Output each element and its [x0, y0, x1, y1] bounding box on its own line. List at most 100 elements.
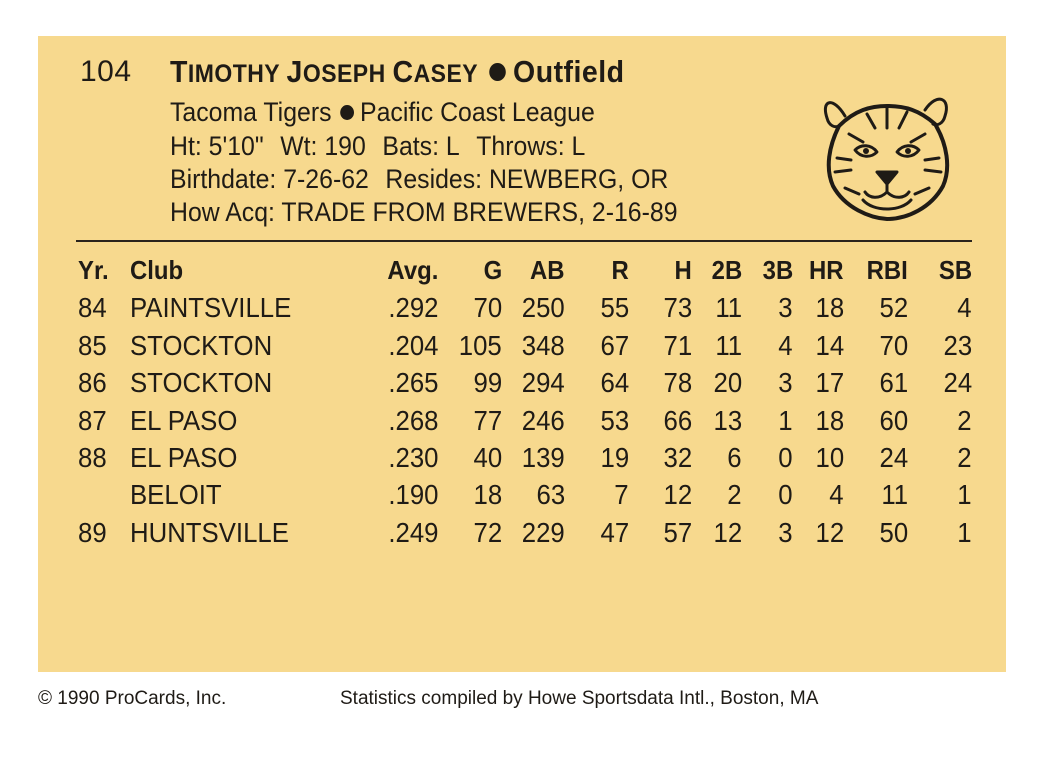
cell-hr: 18: [815, 292, 844, 324]
cell-avg: .204: [387, 329, 438, 361]
cell-ab: 294: [522, 367, 565, 399]
copyright: © 1990 ProCards, Inc.: [38, 688, 227, 709]
cell-sb: 1: [957, 479, 972, 511]
cell-club: STOCKTON: [130, 329, 273, 361]
cell-r: 7: [614, 479, 629, 511]
cell-yr: 87: [78, 404, 107, 436]
cell-sb: 4: [957, 292, 972, 324]
cell-hr: 4: [829, 479, 844, 511]
bats: Bats: L: [382, 131, 460, 161]
cell-r: 53: [600, 404, 629, 436]
cell-avg: .230: [387, 441, 438, 473]
cell-sb: 2: [957, 404, 972, 436]
cell-3b: 3: [778, 292, 793, 324]
header-h: H: [674, 255, 692, 285]
cell-2b: 11: [715, 329, 742, 361]
cell-avg: .292: [387, 292, 438, 324]
cell-sb: 24: [943, 367, 972, 399]
header-hr: HR: [809, 255, 844, 285]
cell-club: EL PASO: [130, 404, 238, 436]
cell-g: 72: [473, 516, 502, 548]
cell-club: BELOIT: [130, 479, 222, 511]
cell-3b: 4: [778, 329, 793, 361]
cell-3b: 0: [778, 441, 793, 473]
cell-h: 66: [663, 404, 692, 436]
bullet-icon: [489, 63, 506, 82]
team-line: Tacoma Tigers Pacific Coast League: [170, 97, 595, 128]
physical-line: Ht: 5'10" Wt: 190 Bats: L Throws: L: [170, 131, 585, 162]
stats-row: 85 STOCKTON .204 105 348 67 71 11 4 14 70 23: [76, 330, 976, 367]
cell-avg: .249: [387, 516, 438, 548]
stats-row: BELOIT .190 18 63 7 12 2 0 4 11 1: [76, 479, 976, 516]
throws: Throws: L: [476, 131, 586, 161]
cell-yr: 85: [78, 329, 107, 361]
cell-g: 18: [473, 479, 502, 511]
cell-avg: .265: [387, 367, 438, 399]
player-position: Outfield: [513, 54, 625, 89]
cell-2b: 13: [713, 404, 742, 436]
cell-2b: 6: [727, 441, 742, 473]
header-rbi: RBI: [866, 255, 908, 285]
cell-g: 77: [473, 404, 502, 436]
cell-club: PAINTSVILLE: [130, 292, 292, 324]
cell-g: 70: [473, 292, 502, 324]
tiger-head-icon: [824, 97, 950, 221]
cell-r: 47: [600, 516, 629, 548]
birthdate: Birthdate: 7-26-62: [170, 164, 369, 194]
cell-yr: 88: [78, 441, 107, 473]
cell-2b: 11: [715, 292, 742, 324]
cell-2b: 2: [727, 479, 742, 511]
cell-rbi: 11: [881, 479, 908, 511]
stats-row: 88 EL PASO .230 40 139 19 32 6 0 10 24 2: [76, 442, 976, 479]
cell-rbi: 24: [879, 441, 908, 473]
cell-3b: 0: [778, 479, 793, 511]
header-ab: AB: [530, 255, 565, 285]
acquisition-line: How Acq: TRADE FROM BREWERS, 2-16-89: [170, 197, 678, 228]
cell-yr: 89: [78, 516, 107, 548]
cell-3b: 1: [778, 404, 793, 436]
cell-avg: .268: [387, 404, 438, 436]
stats-row: 86 STOCKTON .265 99 294 64 78 20 3 17 61 24: [76, 367, 976, 404]
cell-rbi: 70: [879, 329, 908, 361]
cell-hr: 17: [815, 367, 844, 399]
cell-rbi: 50: [879, 516, 908, 548]
stats-header-row: Yr. Club Avg. G AB R H 2B 3B HR RBI SB: [76, 255, 976, 292]
weight: Wt: 190: [280, 131, 366, 161]
cell-sb: 2: [957, 441, 972, 473]
cell-g: 105: [459, 329, 502, 361]
cell-3b: 3: [778, 367, 793, 399]
cell-ab: 63: [536, 479, 565, 511]
cell-h: 57: [663, 516, 692, 548]
cell-r: 55: [600, 292, 629, 324]
card-number: 104: [80, 55, 132, 88]
cell-club: HUNTSVILLE: [130, 516, 289, 548]
header-club: Club: [130, 255, 184, 285]
header-g: G: [483, 255, 502, 285]
cell-hr: 10: [815, 441, 844, 473]
cell-hr: 12: [815, 516, 844, 548]
cell-ab: 246: [522, 404, 565, 436]
cell-g: 99: [473, 367, 502, 399]
cell-yr: 84: [78, 292, 107, 324]
cell-sb: 23: [943, 329, 972, 361]
stats-row: 84 PAINTSVILLE .292 70 250 55 73 11 3 18 52 4: [76, 292, 976, 329]
header-3b: 3B: [762, 255, 793, 285]
cell-r: 19: [600, 441, 629, 473]
cell-h: 32: [663, 441, 692, 473]
stats-panel: [38, 36, 1006, 672]
cell-sb: 1: [957, 516, 972, 548]
cell-hr: 14: [815, 329, 844, 361]
header-avg: Avg.: [387, 255, 438, 285]
bullet-icon: [339, 104, 354, 120]
cell-hr: 18: [815, 404, 844, 436]
header-divider: [76, 240, 972, 242]
stats-row: 87 EL PASO .268 77 246 53 66 13 1 18 60 2: [76, 405, 976, 442]
cell-h: 71: [663, 329, 692, 361]
header-yr: Yr.: [78, 255, 109, 285]
stats-row: 89 HUNTSVILLE .249 72 229 47 57 12 3 12 50 1: [76, 517, 976, 554]
cell-club: STOCKTON: [130, 367, 273, 399]
cell-r: 64: [600, 367, 629, 399]
cell-ab: 250: [522, 292, 565, 324]
player-name: TIMOTHY JOSEPH CASEY: [170, 54, 479, 89]
